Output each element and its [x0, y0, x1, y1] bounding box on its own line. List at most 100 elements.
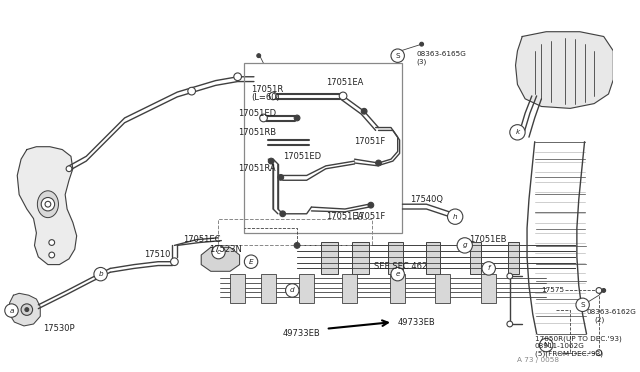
Circle shape — [376, 160, 381, 166]
Circle shape — [49, 240, 54, 246]
Circle shape — [278, 174, 284, 180]
Text: N: N — [543, 342, 549, 348]
Bar — [299, 274, 314, 303]
Bar — [388, 241, 403, 274]
Text: b: b — [99, 271, 103, 277]
Text: 17575: 17575 — [541, 288, 564, 294]
Circle shape — [339, 92, 347, 100]
Text: h: h — [453, 214, 458, 219]
Circle shape — [294, 115, 300, 121]
Circle shape — [269, 92, 277, 100]
Text: d: d — [290, 288, 294, 294]
Bar — [470, 241, 481, 274]
Circle shape — [234, 73, 241, 81]
Text: g: g — [463, 243, 467, 248]
Circle shape — [420, 42, 424, 46]
Circle shape — [285, 284, 299, 297]
Text: e: e — [396, 271, 400, 277]
Text: 17051RB: 17051RB — [237, 128, 276, 137]
Text: 17530P: 17530P — [43, 324, 75, 333]
Text: k: k — [515, 129, 520, 135]
Circle shape — [576, 298, 589, 311]
Circle shape — [507, 273, 513, 279]
Text: A 73 / 0058: A 73 / 0058 — [518, 357, 559, 363]
Text: 08911-1062G: 08911-1062G — [534, 343, 584, 349]
Circle shape — [596, 350, 602, 356]
Circle shape — [391, 267, 404, 281]
Text: S: S — [396, 53, 400, 59]
Circle shape — [41, 198, 54, 211]
Circle shape — [45, 201, 51, 207]
Bar — [230, 274, 245, 303]
Circle shape — [457, 238, 472, 253]
Polygon shape — [201, 247, 239, 271]
Text: 17051F: 17051F — [355, 137, 386, 147]
Circle shape — [540, 339, 553, 352]
Text: 17510: 17510 — [144, 250, 170, 260]
Bar — [508, 241, 520, 274]
Circle shape — [21, 304, 33, 315]
Text: 49733EB: 49733EB — [397, 318, 435, 327]
Circle shape — [368, 202, 374, 208]
Text: E: E — [249, 259, 253, 265]
Circle shape — [482, 262, 495, 275]
Circle shape — [510, 125, 525, 140]
Text: f: f — [488, 265, 490, 272]
Circle shape — [66, 166, 72, 171]
Text: (L=60): (L=60) — [251, 93, 280, 102]
Circle shape — [280, 211, 285, 217]
Bar — [260, 274, 276, 303]
Circle shape — [49, 252, 54, 258]
Text: (3): (3) — [417, 58, 427, 65]
Text: 08363-6162G: 08363-6162G — [586, 310, 636, 315]
Text: 17051EA: 17051EA — [326, 78, 363, 87]
Bar — [426, 241, 440, 274]
Text: (5)(FROM DEC.'93): (5)(FROM DEC.'93) — [534, 350, 603, 357]
Circle shape — [257, 54, 260, 58]
Text: 17051EC: 17051EC — [183, 235, 220, 244]
Text: 17051R: 17051R — [251, 85, 284, 94]
Text: 17523N: 17523N — [209, 245, 242, 254]
Text: 17051ED: 17051ED — [283, 152, 321, 161]
Bar — [435, 274, 451, 303]
Text: SEE SEC.462: SEE SEC.462 — [374, 262, 427, 271]
Circle shape — [391, 49, 404, 62]
Circle shape — [507, 321, 513, 327]
Circle shape — [465, 243, 470, 248]
Circle shape — [25, 308, 29, 311]
Text: 17540Q: 17540Q — [410, 195, 443, 204]
Circle shape — [212, 246, 225, 259]
Text: 49733EB: 49733EB — [283, 329, 321, 338]
Polygon shape — [10, 294, 40, 326]
Text: (2): (2) — [594, 317, 604, 323]
Circle shape — [171, 258, 178, 266]
Circle shape — [260, 114, 268, 122]
Circle shape — [596, 288, 602, 294]
Text: 17050R(UP TO DEC.'93): 17050R(UP TO DEC.'93) — [534, 335, 621, 341]
Text: 17051RA: 17051RA — [237, 164, 275, 173]
Circle shape — [244, 255, 258, 269]
Polygon shape — [17, 147, 77, 264]
Circle shape — [268, 158, 274, 164]
Text: a: a — [9, 308, 13, 314]
Text: 17051EB: 17051EB — [470, 235, 507, 244]
Polygon shape — [516, 32, 613, 108]
Circle shape — [294, 243, 300, 248]
Circle shape — [361, 108, 367, 114]
Circle shape — [94, 267, 108, 281]
Bar — [244, 63, 403, 233]
Bar — [321, 241, 339, 274]
Text: 17051ED: 17051ED — [237, 109, 276, 118]
Bar — [481, 274, 497, 303]
Text: 08363-6165G: 08363-6165G — [417, 51, 467, 57]
Circle shape — [4, 304, 18, 317]
Bar — [342, 274, 357, 303]
Circle shape — [602, 289, 605, 292]
Bar — [218, 219, 372, 246]
Bar — [390, 274, 405, 303]
Text: 17051EA: 17051EA — [326, 212, 363, 221]
Bar — [352, 241, 369, 274]
Circle shape — [447, 209, 463, 224]
Text: S: S — [580, 302, 585, 308]
Text: c: c — [216, 249, 221, 255]
